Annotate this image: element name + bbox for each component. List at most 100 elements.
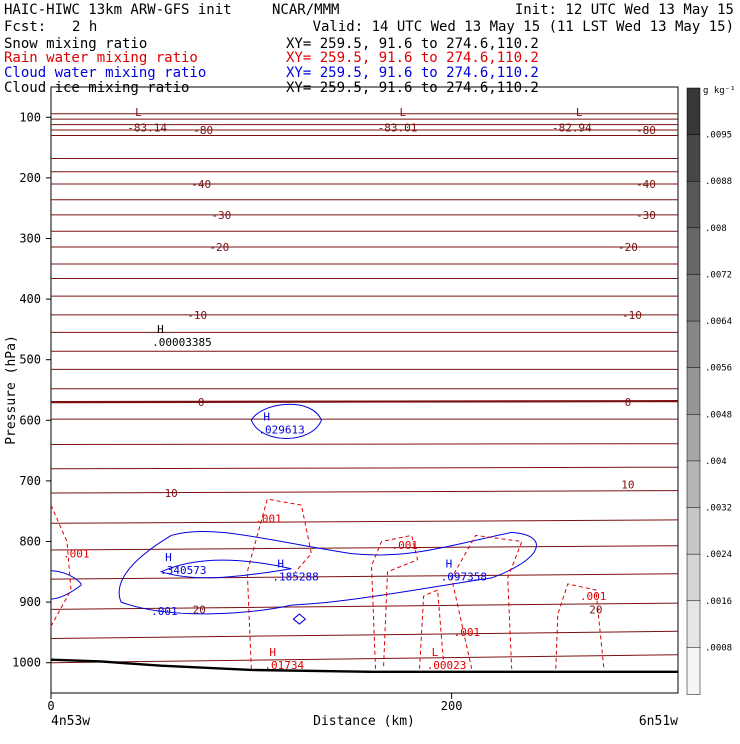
extremum-value: .01734 xyxy=(264,659,304,672)
extremum-value: .340573 xyxy=(160,564,206,577)
colorbar-swatch xyxy=(686,180,701,229)
x-tick-label: 0 xyxy=(47,699,54,713)
colorbar-swatch xyxy=(686,320,701,369)
extremum-value: .029613 xyxy=(258,423,304,436)
isotherm-label: 20 xyxy=(589,603,602,616)
isotherm-label: 0 xyxy=(625,396,632,409)
colorbar-label: .008 xyxy=(705,224,727,234)
y-tick-label: 200 xyxy=(19,171,41,185)
init-time: Init: 12 UTC Wed 13 May 15 xyxy=(515,2,734,18)
left-endpoint-label: 4n53w xyxy=(51,714,90,729)
field-xy-cloud-ice: XY= 259.5, 91.6 to 274.6,110.2 xyxy=(286,80,539,96)
cloud-water-contour xyxy=(118,530,537,615)
valid-time: Valid: 14 UTC Wed 13 May 15 (11 LST Wed … xyxy=(313,19,734,35)
colorbar-label: .0016 xyxy=(705,597,732,607)
colorbar-swatch xyxy=(686,460,701,509)
colorbar-swatch xyxy=(686,367,701,416)
colorbar-swatch xyxy=(686,274,701,322)
extremum-marker: H xyxy=(263,410,270,423)
isotherm-label: 0 xyxy=(198,396,205,409)
axes-labels: Pressure (hPa) Distance (km) 4n53w 6n51w xyxy=(4,335,678,729)
extremum-value: .00003385 xyxy=(152,336,212,349)
isotherm-line xyxy=(50,654,679,664)
y-tick-label: 500 xyxy=(19,353,41,367)
colorbar-swatch xyxy=(686,414,701,462)
isotherm-label: 20 xyxy=(193,603,206,616)
contour-label: .001 xyxy=(392,539,419,552)
isotherm-label: -10 xyxy=(187,309,207,322)
y-tick-label: 800 xyxy=(19,535,41,549)
isotherm-label: -80 xyxy=(193,124,213,137)
field-name-cloud-water: Cloud water mixing ratio xyxy=(4,65,206,81)
isotherm-label: -20 xyxy=(618,241,638,254)
isotherm-line xyxy=(50,490,679,494)
isotherm-label: 10 xyxy=(165,487,178,500)
field-xy-rain: XY= 259.5, 91.6 to 274.6,110.2 xyxy=(286,50,539,66)
isotherm-label: -82.94 xyxy=(552,122,592,135)
extremum-marker: L xyxy=(576,106,583,119)
colorbar-label: .0056 xyxy=(705,364,732,374)
colorbar-swatch xyxy=(686,134,701,182)
field-xy-cloud-water: XY= 259.5, 91.6 to 274.6,110.2 xyxy=(286,65,539,81)
rain-water-contour xyxy=(50,504,72,627)
colorbar-label: .0072 xyxy=(705,270,732,280)
field-legend: Snow mixing ratio XY= 259.5, 91.6 to 274… xyxy=(4,36,539,96)
colorbar-swatch xyxy=(686,227,701,276)
fcst-label: Fcst: xyxy=(4,19,46,35)
y-tick-label: 300 xyxy=(19,232,41,246)
rain-water-contour xyxy=(246,498,312,669)
isotherm-line xyxy=(50,519,679,524)
field-name-snow: Snow mixing ratio xyxy=(4,36,147,52)
rain-water-contour xyxy=(555,583,605,669)
colorbar: .0095 .0088 .008 .0072 .0064 .0056 .0048 .004 .0… xyxy=(686,86,736,695)
colorbar-swatch xyxy=(686,507,701,555)
contour-label: .001 xyxy=(63,548,89,561)
isotherm-label: -20 xyxy=(209,241,229,254)
colorbar-unit: g kg⁻¹ xyxy=(703,86,736,96)
colorbar-swatch xyxy=(686,87,701,136)
isotherm-line xyxy=(50,466,679,470)
plot-frame xyxy=(50,86,679,694)
colorbar-label: .0095 xyxy=(705,131,732,141)
isotherm-line xyxy=(50,573,679,580)
isotherm-label: -10 xyxy=(622,309,642,322)
contour-label: .001 xyxy=(151,605,178,618)
isotherm-label: -83.01 xyxy=(378,122,418,135)
rain-water-contour xyxy=(370,534,419,669)
isotherm-label: -30 xyxy=(636,209,656,222)
isotherm-label: -30 xyxy=(211,209,231,222)
field-xy-snow: XY= 259.5, 91.6 to 274.6,110.2 xyxy=(286,36,539,52)
y-tick-label: 1000 xyxy=(12,656,41,670)
colorbar-swatch xyxy=(686,553,701,602)
extremum-marker: L xyxy=(432,646,439,659)
extremum-value: .00023 xyxy=(427,659,467,672)
colorbar-label: .0024 xyxy=(705,550,732,560)
extremum-marker: H xyxy=(277,558,284,571)
rain-water-contour xyxy=(451,534,523,669)
y-tick-label: 100 xyxy=(19,110,41,124)
colorbar-label: .004 xyxy=(705,457,727,467)
extremum-marker: H xyxy=(165,551,172,564)
contour-label: .001 xyxy=(454,626,481,639)
isotherm-label: -83.14 xyxy=(127,122,167,135)
extremum-value: .185288 xyxy=(272,571,318,584)
colorbar-label: .0048 xyxy=(705,410,732,420)
contour-label: .001 xyxy=(255,512,281,525)
y-tick-label: 900 xyxy=(19,595,41,609)
isotherm-label: 10 xyxy=(621,479,634,492)
extremum-marker: L xyxy=(400,106,407,119)
cloud-water-contour xyxy=(250,403,322,439)
freezing-level-line xyxy=(50,400,679,404)
extremum-marker: H xyxy=(269,646,276,659)
rain-water-contour xyxy=(419,589,445,669)
cloud-water-contour xyxy=(292,613,307,625)
field-name-rain: Rain water mixing ratio xyxy=(4,50,198,66)
header: HAIC-HIWC 13km ARW-GFS init NCAR/MMM Ini… xyxy=(4,2,734,96)
extremum-value: .097358 xyxy=(441,571,487,584)
colorbar-swatch xyxy=(686,647,701,695)
isotherm-label: -40 xyxy=(191,178,211,191)
isotherm-line xyxy=(50,443,679,445)
extremum-marker: H xyxy=(157,323,164,336)
isotherm-line xyxy=(50,630,679,639)
